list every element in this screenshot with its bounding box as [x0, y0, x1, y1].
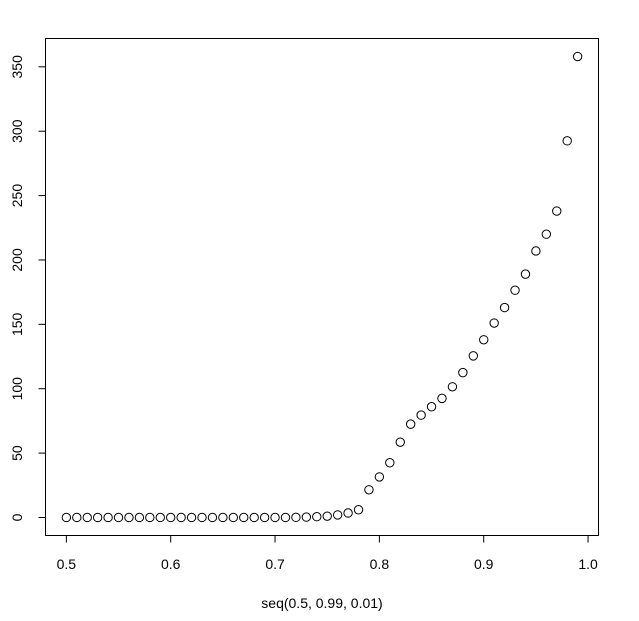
y-axis: 0 50 100 150 200 250 300 350: [9, 55, 46, 521]
y-tick-label: 0: [9, 513, 25, 521]
x-tick-label: 0.8: [370, 556, 390, 572]
y-tick-label: 350: [9, 55, 25, 79]
y-tick-label: 300: [9, 119, 25, 143]
data-point: [82, 512, 92, 523]
data-point: [134, 512, 145, 523]
data-point: [572, 51, 583, 62]
data-point: [312, 512, 322, 522]
x-tick-label: 0.7: [265, 556, 285, 572]
data-point: [259, 512, 270, 523]
data-point: [468, 351, 478, 361]
data-point: [510, 285, 520, 295]
x-axis: 0.5 0.6 0.7 0.8 0.9 1.0: [57, 535, 598, 572]
data-point: [239, 512, 249, 523]
data-point: [531, 246, 541, 256]
data-point: [343, 508, 353, 518]
data-point: [145, 512, 155, 523]
data-point: [395, 437, 405, 447]
data-point: [437, 393, 447, 404]
data-point: [405, 419, 416, 429]
x-axis-title: seq(0.5, 0.99, 0.01): [261, 595, 382, 611]
data-point: [499, 302, 510, 313]
data-point: [374, 472, 385, 482]
y-tick-label: 50: [9, 445, 25, 461]
data-point: [280, 512, 291, 523]
data-point: [479, 335, 489, 345]
data-point: [489, 318, 499, 328]
data-point: [103, 512, 113, 523]
x-tick-label: 0.6: [161, 556, 181, 572]
x-tick-label: 0.9: [474, 556, 494, 572]
data-point: [426, 402, 437, 412]
data-point: [207, 512, 218, 523]
data-point: [552, 206, 562, 216]
y-tick-label: 250: [9, 184, 25, 208]
data-point: [458, 367, 468, 378]
data-point: [322, 511, 332, 521]
data-point: [72, 512, 82, 523]
data-point: [447, 382, 458, 392]
x-tick-label: 1.0: [578, 556, 598, 572]
data-point: [541, 229, 552, 239]
data-point: [176, 512, 186, 523]
data-point: [562, 136, 572, 146]
y-tick-label: 200: [9, 248, 25, 272]
data-point: [520, 269, 531, 279]
data-point: [270, 512, 280, 523]
data-point: [92, 512, 103, 523]
data-point: [291, 512, 301, 523]
plot-frame: [45, 38, 599, 536]
data-point: [61, 512, 72, 523]
data-point: [332, 510, 343, 520]
data-point: [301, 512, 312, 522]
data-point: [218, 512, 228, 523]
data-points: [61, 51, 583, 523]
data-point: [124, 512, 134, 523]
y-tick-label: 150: [9, 312, 25, 336]
data-point: [197, 512, 207, 523]
data-point: [113, 512, 124, 523]
data-point: [416, 410, 426, 420]
y-tick-label: 100: [9, 377, 25, 401]
data-point: [364, 485, 374, 495]
data-point: [166, 512, 176, 523]
data-point: [186, 512, 197, 523]
data-point: [249, 512, 259, 523]
data-point: [385, 458, 395, 468]
data-point: [155, 512, 165, 523]
x-tick-label: 0.5: [57, 556, 77, 572]
data-point: [228, 512, 239, 523]
data-point: [353, 505, 364, 515]
